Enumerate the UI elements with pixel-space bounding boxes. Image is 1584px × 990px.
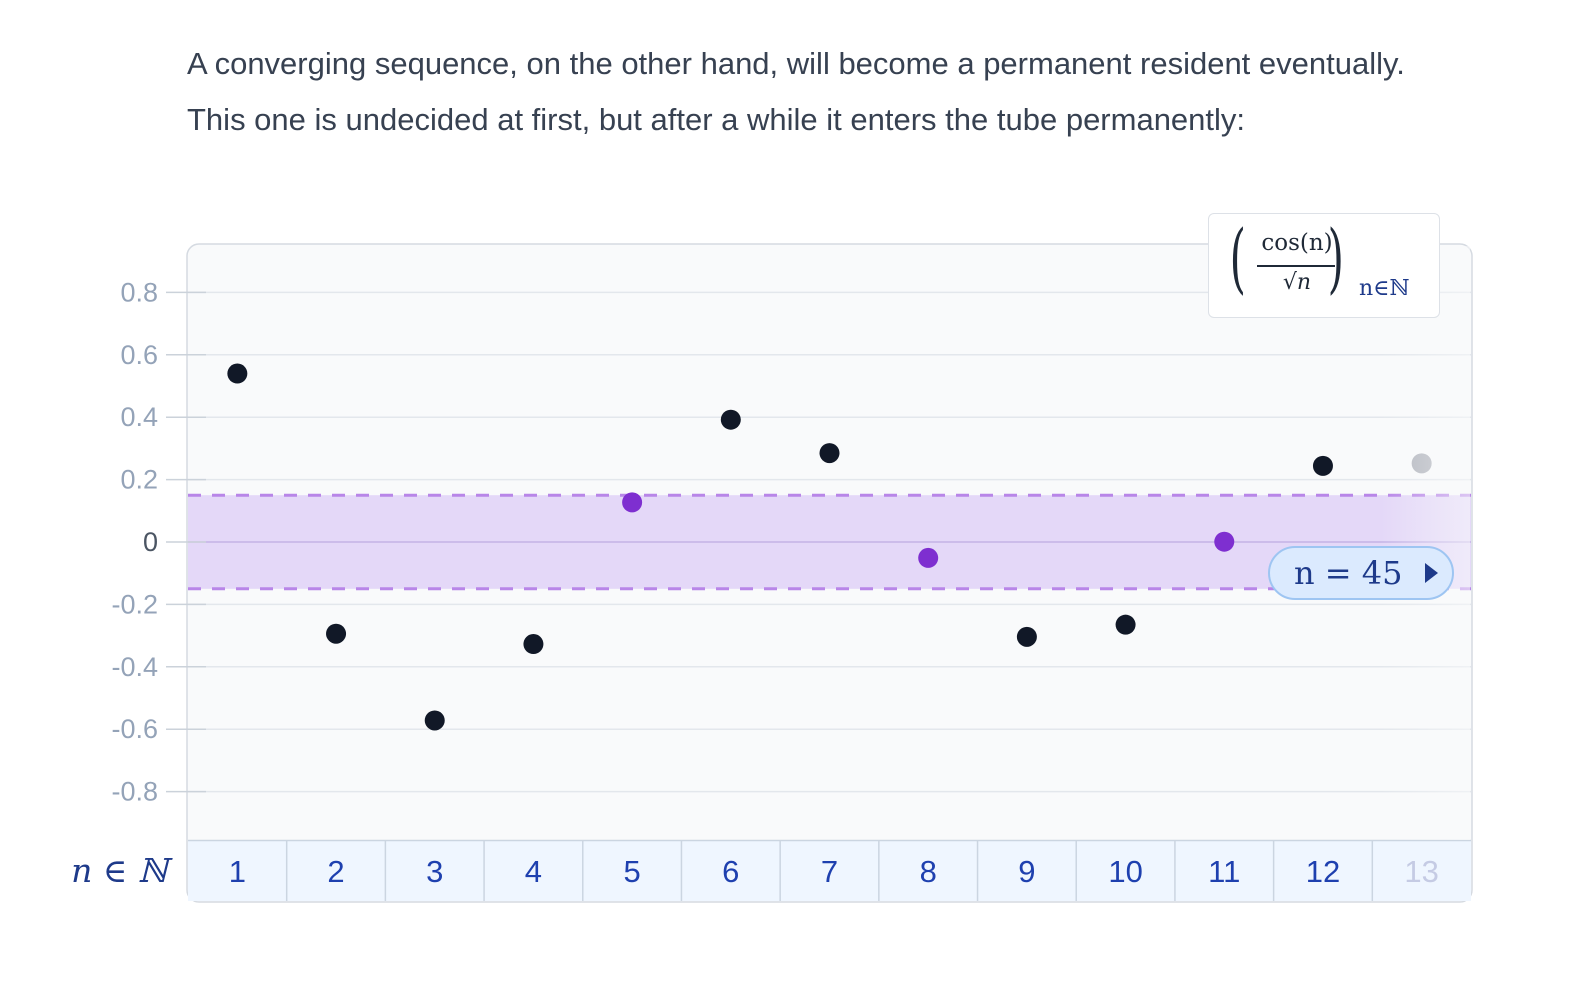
y-tick-label: -0.8 [111, 777, 158, 807]
y-tick-label: -0.4 [111, 652, 158, 682]
formula-right-paren: ) [1327, 213, 1344, 302]
y-tick-label: 0.4 [120, 402, 158, 432]
index-label: 3 [426, 854, 443, 889]
y-tick-label: 0.2 [120, 465, 158, 495]
play-right-icon [1425, 563, 1438, 583]
formula-box: ( cos(n) √n ) n∈ℕ [1208, 213, 1440, 318]
y-axis: 0.8 0.6 0.4 0.2 0 -0.2 -0.4 -0.6 -0.8 [111, 277, 206, 807]
index-label: 4 [525, 854, 542, 889]
y-tick-label: 0.6 [120, 340, 158, 370]
data-point [1115, 614, 1136, 635]
epsilon-tube [188, 493, 1471, 591]
y-tick-label: -0.6 [111, 714, 158, 744]
index-label: 6 [722, 854, 739, 889]
data-point [819, 443, 840, 464]
index-label: 1 [229, 854, 246, 889]
index-label: 10 [1108, 854, 1142, 889]
index-label: 5 [623, 854, 640, 889]
formula-denominator: √n [1282, 270, 1312, 295]
formula-subscript: n∈ℕ [1359, 276, 1410, 301]
data-point-inside-tube [1214, 531, 1235, 552]
data-point [227, 363, 248, 384]
data-point-inside-tube [622, 492, 643, 513]
right-fade-overlay [1380, 246, 1470, 840]
data-point [523, 634, 544, 655]
index-axis-label: n ∈ ℕ [71, 851, 173, 890]
data-point-inside-tube [918, 547, 939, 568]
index-label: 13 [1404, 854, 1438, 889]
intro-paragraph: A converging sequence, on the other hand… [187, 46, 1405, 137]
data-point [720, 409, 741, 430]
index-label: 8 [920, 854, 937, 889]
index-label: 9 [1018, 854, 1035, 889]
data-point [1312, 455, 1333, 476]
formula-left-paren: ( [1229, 213, 1246, 302]
n-slider-button[interactable]: n = 45 [1268, 546, 1454, 600]
data-points [227, 363, 1432, 731]
data-point [326, 623, 347, 644]
y-tick-label: -0.2 [111, 589, 158, 619]
index-row: 1 2 3 4 5 6 7 8 9 10 11 12 13 [229, 841, 1439, 901]
formula-fraction-bar [1257, 265, 1335, 267]
index-bar [188, 841, 1471, 901]
index-label: 12 [1306, 854, 1340, 889]
y-tick-label: 0 [143, 527, 158, 557]
index-label: 7 [821, 854, 838, 889]
index-label: 11 [1208, 854, 1240, 889]
data-point [1016, 626, 1037, 647]
formula-numerator: cos(n) [1261, 230, 1333, 256]
n-slider-label: n = 45 [1294, 554, 1403, 592]
data-point [424, 710, 445, 731]
y-tick-label: 0.8 [120, 277, 158, 307]
index-label: 2 [327, 854, 344, 889]
